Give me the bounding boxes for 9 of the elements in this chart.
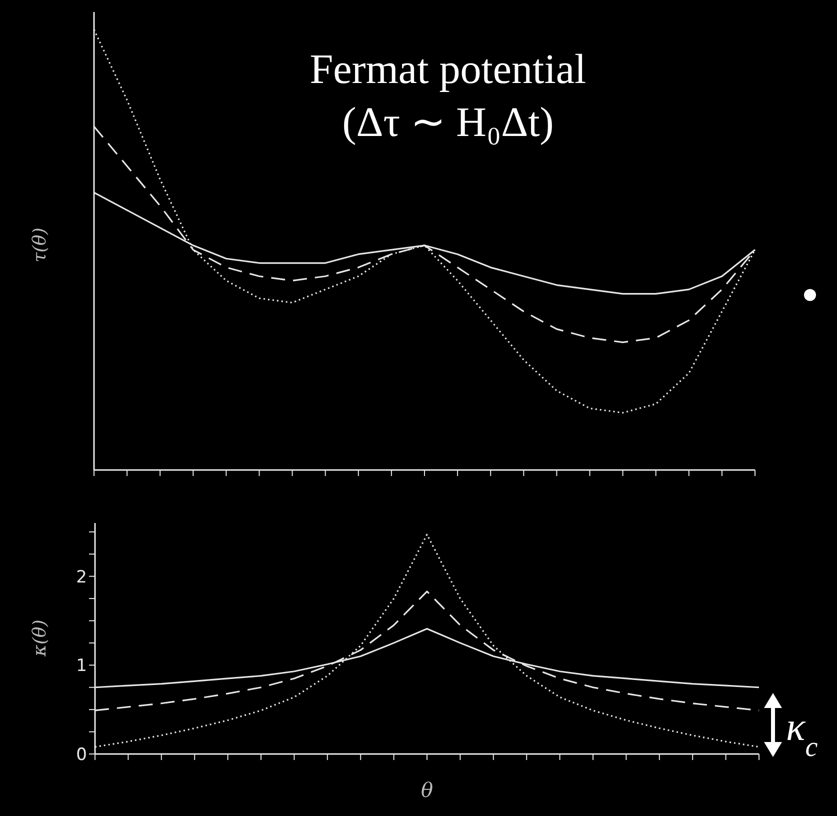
annotation: Fermat potential bbox=[310, 46, 586, 94]
text: κ$_{c}$ bbox=[786, 704, 818, 762]
y-tick-label: 0 bbox=[76, 745, 87, 766]
y-axis-title: τ(θ) bbox=[30, 228, 50, 262]
y-tick-label: 1 bbox=[76, 656, 87, 676]
y-axis-title: κ(θ) bbox=[30, 620, 50, 656]
y-tick-label: 2 bbox=[76, 567, 87, 588]
annotation: (Δτ ∼ H₀Δt) bbox=[342, 99, 554, 147]
x-axis-title: θ bbox=[420, 778, 434, 802]
